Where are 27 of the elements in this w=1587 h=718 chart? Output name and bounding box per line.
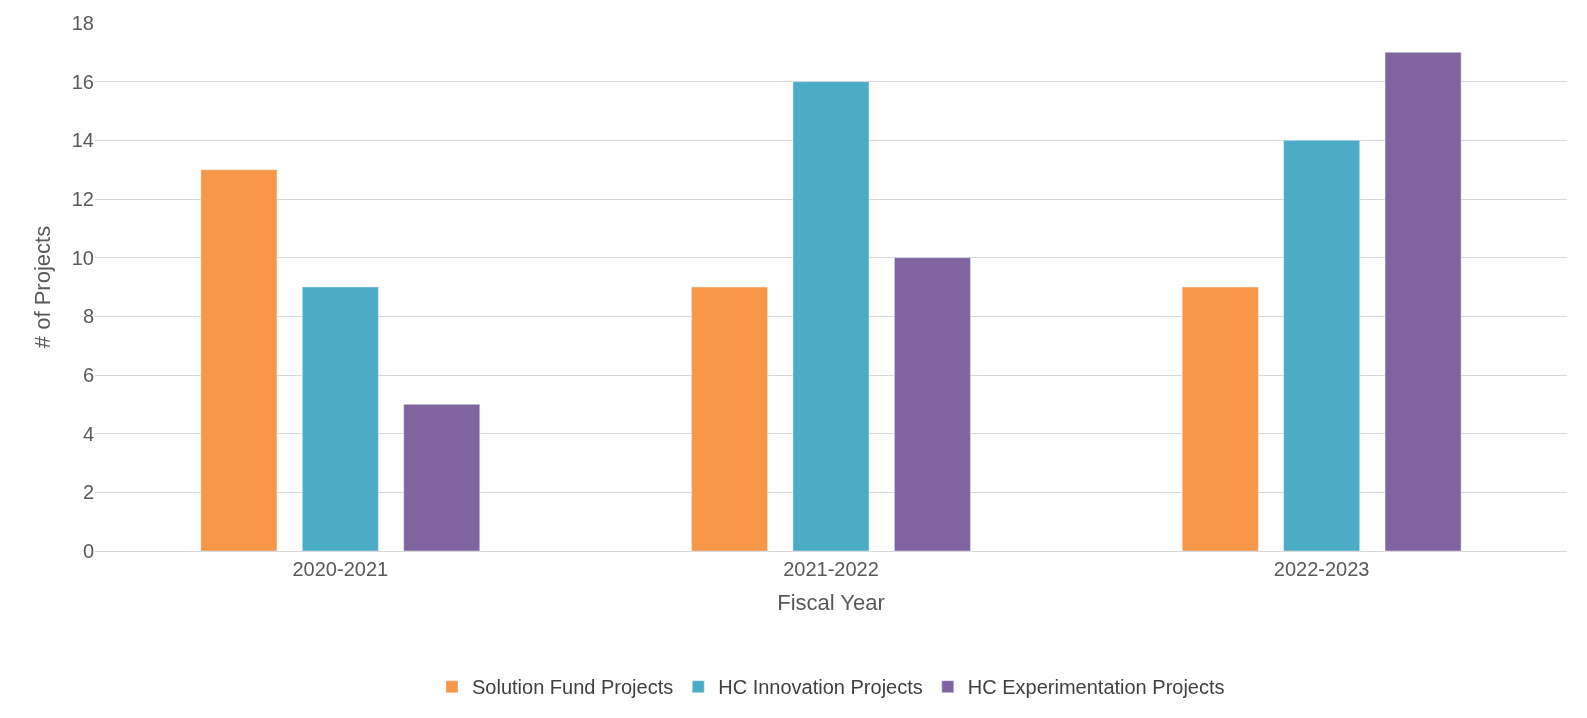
y-axis-title: # of Projects xyxy=(29,225,55,349)
y-tick-label: 16 xyxy=(71,70,94,93)
legend-label: HC Experimentation Projects xyxy=(967,676,1225,699)
y-tick-label: 4 xyxy=(82,422,94,445)
bar xyxy=(1181,286,1259,551)
legend-label: HC Innovation Projects xyxy=(718,676,923,699)
x-tick-label: 2020-2021 xyxy=(292,558,389,580)
x-axis-title: Fiscal Year xyxy=(777,589,885,615)
y-tick-label: 0 xyxy=(82,540,94,562)
bar xyxy=(691,286,768,551)
bar xyxy=(403,404,481,551)
y-tick-label: 14 xyxy=(71,129,94,152)
bar xyxy=(200,169,278,551)
x-tick-label: 2021-2022 xyxy=(783,558,879,580)
x-tick-label: 2022-2023 xyxy=(1273,558,1370,580)
y-tick-label: 8 xyxy=(82,305,94,328)
bar xyxy=(302,286,379,551)
y-tick-label: 2 xyxy=(82,481,94,504)
y-tick-label: 6 xyxy=(82,364,94,386)
bar xyxy=(1384,52,1462,551)
y-tick-label: 12 xyxy=(71,188,94,210)
bar xyxy=(792,81,870,551)
y-tick-label: 10 xyxy=(71,246,94,269)
bar xyxy=(894,257,971,551)
legend-label: Solution Fund Projects xyxy=(472,676,674,699)
bar xyxy=(1283,140,1360,551)
y-tick-label: 18 xyxy=(71,12,94,34)
